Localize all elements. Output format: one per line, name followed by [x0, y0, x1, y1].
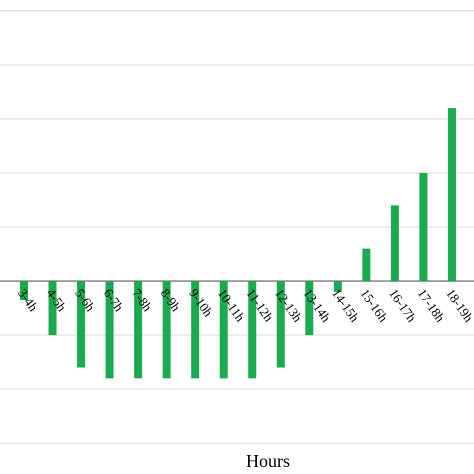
x-tick-label: 3-4h [15, 286, 41, 315]
x-tick-label: 16-17h [386, 286, 420, 325]
x-tick-label: 18-19h [443, 286, 474, 325]
bars [20, 108, 456, 379]
x-tick-label: 4-5h [44, 286, 70, 315]
x-tick-label: 9-10h [186, 286, 216, 320]
x-axis-label: Hours [246, 451, 290, 471]
x-tick-label: 5-6h [72, 286, 98, 315]
bar [105, 281, 114, 379]
bar [419, 172, 428, 282]
bar [191, 281, 200, 379]
bar [162, 281, 171, 379]
x-tick-label: 15-16h [357, 286, 391, 325]
bar [248, 281, 257, 379]
x-tick-label: 14-15h [329, 286, 363, 325]
bar [276, 281, 285, 368]
x-tick-label: 8-9h [158, 286, 184, 315]
bar [219, 281, 228, 379]
bar [447, 108, 456, 282]
x-tick-label: 7-8h [129, 286, 155, 315]
bar [77, 281, 86, 368]
bar [305, 281, 314, 336]
x-tick-label: 6-7h [101, 286, 127, 315]
bar [134, 281, 143, 379]
bar [20, 281, 28, 300]
bar [390, 205, 399, 282]
x-tick-label: 17-18h [415, 286, 449, 325]
bar [48, 281, 57, 336]
grid [0, 10, 474, 444]
bar [333, 281, 342, 292]
bar [362, 248, 371, 282]
